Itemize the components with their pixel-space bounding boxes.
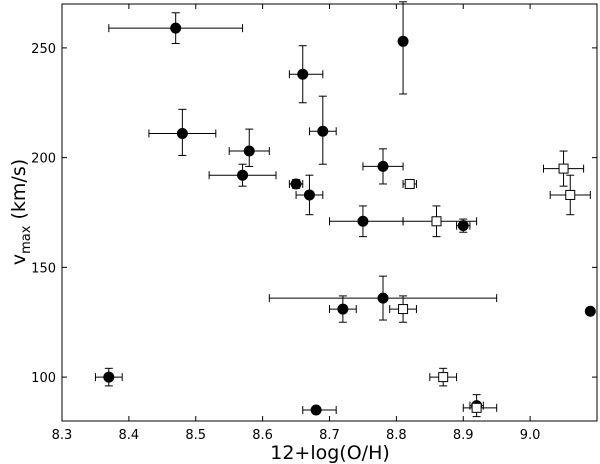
y-tick-label: 150	[31, 261, 56, 276]
plot-frame	[61, 3, 598, 422]
y-tick-label: 200	[31, 152, 56, 167]
y-axis-label-unit: (km/s)	[8, 159, 30, 226]
filled-circle-point	[237, 169, 249, 181]
x-tick-label: 8.8	[386, 428, 407, 443]
filled-circle-point	[377, 160, 389, 172]
y-axis-label: vmax (km/s)	[8, 159, 34, 265]
y-tick-labels: 100 150 200 250	[31, 42, 56, 386]
x-tick-labels: 8.3 8.4 8.5 8.6 8.7 8.8 8.9 9.0	[52, 428, 541, 443]
data-markers	[103, 22, 596, 416]
open-square-point	[558, 163, 569, 174]
x-tick-label: 8.7	[319, 428, 340, 443]
x-tick-label: 8.9	[453, 428, 474, 443]
filled-circle-point	[303, 189, 315, 201]
filled-circle-point	[243, 145, 255, 157]
filled-circle-point	[297, 68, 309, 80]
filled-circle-point	[397, 35, 409, 47]
filled-circle-point	[170, 22, 182, 34]
filled-circle-point	[357, 215, 369, 227]
filled-circle-point	[584, 305, 596, 317]
filled-circle-point	[377, 292, 389, 304]
open-square-point	[404, 178, 415, 189]
y-tick-label: 250	[31, 42, 56, 57]
open-square-point	[471, 402, 482, 413]
filled-circle-point	[337, 303, 349, 315]
filled-circle-point	[457, 220, 469, 232]
x-tick-label: 9.0	[520, 428, 541, 443]
filled-circle-point	[103, 371, 115, 383]
error-bars	[94, 1, 595, 418]
x-axis-label: 12+log(O/H)	[270, 442, 390, 464]
open-square-point	[431, 216, 442, 227]
filled-circle-point	[317, 125, 329, 137]
x-tick-label: 8.3	[52, 428, 73, 443]
filled-circle-point	[176, 127, 188, 139]
y-axis-label-subscript: max	[19, 225, 34, 254]
y-axis-label-main: v	[8, 254, 30, 265]
open-square-point	[398, 304, 409, 315]
x-tick-label: 8.4	[119, 428, 140, 443]
filled-circle-point	[310, 404, 322, 416]
open-square-point	[438, 372, 449, 383]
x-tick-label: 8.6	[252, 428, 273, 443]
open-square-point	[565, 189, 576, 200]
filled-circle-point	[290, 178, 302, 190]
x-tick-label: 8.5	[185, 428, 206, 443]
y-tick-label: 100	[31, 371, 56, 386]
axis-ticks	[61, 4, 597, 421]
